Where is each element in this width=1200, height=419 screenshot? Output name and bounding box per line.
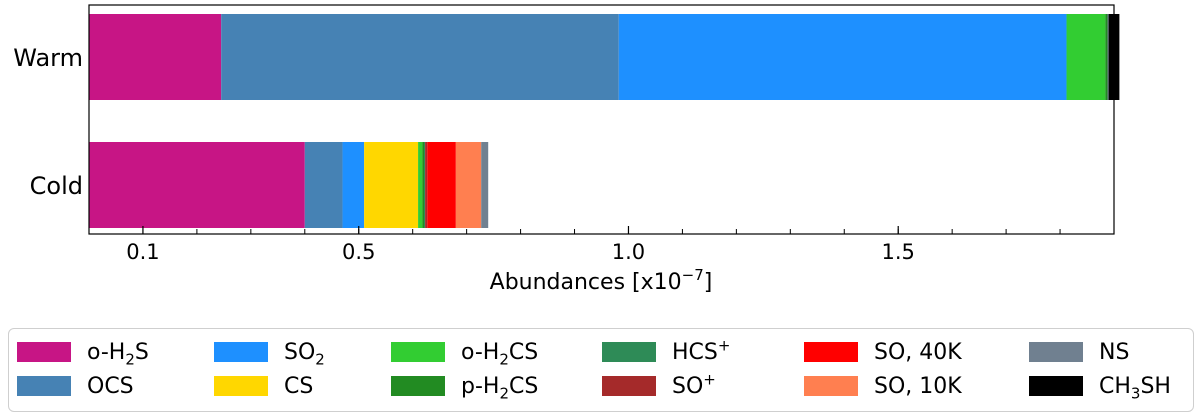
legend-item: SO, 10K [804, 373, 962, 399]
legend-item: OCS [17, 373, 134, 399]
legend-label: HCS+ [672, 336, 731, 365]
legend-item: o-H2S [17, 339, 149, 368]
x-ticks-group: 0.1 0.5 1.0 1.5 [126, 226, 1061, 264]
legend-swatch [1029, 376, 1083, 396]
legend-item: SO, 40K [804, 339, 962, 365]
bar-cold-o-h2s [89, 142, 305, 228]
bar-cold-so- [425, 142, 428, 228]
legend-swatch [214, 342, 268, 362]
x-tick-label: 1.5 [882, 240, 915, 264]
legend-label: NS [1099, 339, 1130, 365]
legend-label: o-H2S [87, 339, 149, 368]
legend-label: SO, 10K [874, 373, 962, 399]
legend-label: o-H2CS [461, 339, 539, 368]
bars-group [89, 14, 1120, 228]
x-tick-label: 0.5 [342, 240, 375, 264]
bar-cold-ns [481, 142, 489, 228]
legend-label: SO2 [284, 339, 325, 368]
legend-item: HCS+ [602, 336, 731, 365]
legend-swatch [602, 342, 656, 362]
bar-cold-cs [364, 142, 419, 228]
legend-item: NS [1029, 339, 1129, 365]
chart: 0.1 0.5 1.0 1.5 Warm Cold Abundances [x10−7] [13, 4, 1120, 295]
legend-swatch [602, 376, 656, 396]
bar-warm-o-h2s [89, 14, 222, 100]
legend-label: SO+ [672, 370, 716, 399]
bar-warm-ns [1107, 14, 1109, 100]
x-axis-label: Abundances [x10−7] [490, 266, 713, 295]
legend-item: CH3SH [1029, 373, 1171, 402]
bar-cold-so-40k [427, 142, 456, 228]
bar-cold-so-10k [455, 142, 482, 228]
legend-swatch [214, 376, 268, 396]
y-category-label: Warm [13, 44, 83, 72]
legend-swatch [391, 376, 445, 396]
bar-warm-o-h2cs [1066, 14, 1106, 100]
legend-label: OCS [87, 373, 134, 399]
bar-cold-o-h2cs [418, 142, 423, 228]
bar-cold-so2 [342, 142, 365, 228]
legend: o-H2S OCS SO2 CS o-H2CS p-H2CS HCS+ SO+ SO, 40K S… [8, 328, 1194, 412]
legend-label: CS [284, 373, 314, 399]
legend-label: p-H2CS [461, 373, 539, 402]
legend-label: CH3SH [1099, 373, 1171, 402]
plot-frame [88, 4, 1115, 235]
legend-swatch [1029, 342, 1083, 362]
bar-warm-so2 [618, 14, 1067, 100]
x-tick-label: 1.0 [612, 240, 645, 264]
legend-swatch [804, 376, 858, 396]
legend-item: SO2 [214, 339, 325, 368]
bar-cold-hcs- [424, 142, 426, 228]
bar-cold-p-h2cs [422, 142, 425, 228]
legend-swatch [17, 342, 71, 362]
x-tick-label: 0.1 [126, 240, 159, 264]
legend-item: p-H2CS [391, 373, 539, 402]
bar-warm-p-h2cs [1105, 14, 1108, 100]
legend-swatch [391, 342, 445, 362]
bar-warm-ocs [221, 14, 619, 100]
legend-swatch [804, 342, 858, 362]
legend-swatch [17, 376, 71, 396]
legend-item: o-H2CS [391, 339, 539, 368]
y-category-label: Cold [30, 172, 83, 200]
legend-item: SO+ [602, 370, 716, 399]
y-labels-group: Warm Cold [13, 44, 83, 200]
legend-item: CS [214, 373, 313, 399]
bar-cold-ocs [304, 142, 343, 228]
legend-label: SO, 40K [874, 339, 962, 365]
